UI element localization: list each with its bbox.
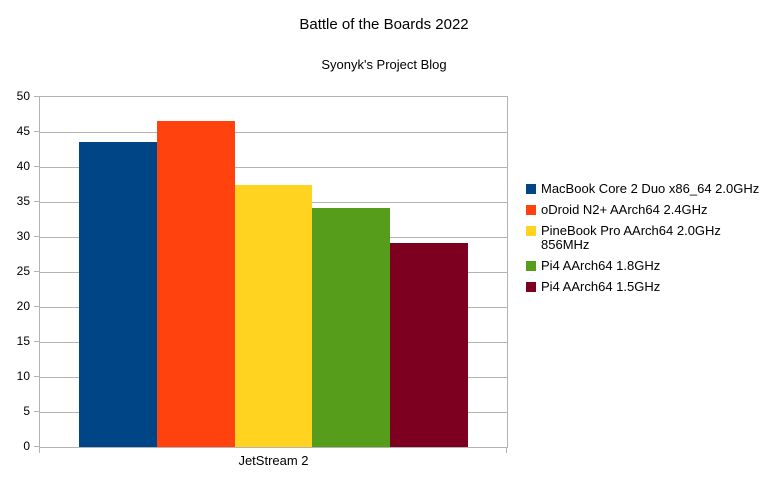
bar-4 <box>312 207 391 447</box>
legend-label: PineBook Pro AArch64 2.0GHz 856MHz <box>541 223 721 252</box>
y-tick-label: 10 <box>16 369 30 383</box>
y-tick-mark <box>34 236 39 237</box>
y-tick-label: 5 <box>23 404 30 418</box>
legend-label: oDroid N2+ AArch64 2.4GHz <box>541 202 708 217</box>
y-tick-label: 30 <box>16 229 30 243</box>
legend: MacBook Core 2 Duo x86_64 2.0GHz oDroid N… <box>526 182 759 294</box>
y-tick-mark <box>34 271 39 272</box>
y-tick-label: 45 <box>16 124 30 138</box>
x-axis-left-tick <box>39 447 40 453</box>
y-tick-mark <box>34 201 39 202</box>
plot-area <box>39 96 508 448</box>
legend-swatch <box>526 261 536 271</box>
x-axis-category-label: JetStream 2 <box>238 453 309 468</box>
y-tick-label: 40 <box>16 159 30 173</box>
bar-3 <box>234 184 313 447</box>
legend-item: Pi4 AArch64 1.5GHz <box>526 280 759 294</box>
gridline <box>40 167 507 168</box>
y-tick-label: 35 <box>16 194 30 208</box>
legend-swatch <box>526 184 536 194</box>
chart-subtitle: Syonyk's Project Blog <box>321 57 447 72</box>
bar-5 <box>390 242 469 447</box>
legend-item: PineBook Pro AArch64 2.0GHz 856MHz <box>526 224 759 252</box>
x-axis-right-tick <box>506 447 507 453</box>
y-tick-mark <box>34 131 39 132</box>
y-tick-mark <box>34 166 39 167</box>
y-tick-label: 20 <box>16 299 30 313</box>
gridline <box>40 132 507 133</box>
y-tick-mark <box>34 411 39 412</box>
legend-label: MacBook Core 2 Duo x86_64 2.0GHz <box>541 181 760 196</box>
legend-item: Pi4 AArch64 1.8GHz <box>526 259 759 273</box>
y-tick-mark <box>34 96 39 97</box>
legend-swatch <box>526 205 536 215</box>
y-tick-label: 0 <box>23 439 30 453</box>
legend-label: Pi4 AArch64 1.5GHz <box>541 279 661 294</box>
bar-1 <box>78 141 157 447</box>
legend-item: MacBook Core 2 Duo x86_64 2.0GHz <box>526 182 759 196</box>
y-tick-mark <box>34 306 39 307</box>
y-tick-mark <box>34 341 39 342</box>
y-tick-mark <box>34 376 39 377</box>
legend-item: oDroid N2+ AArch64 2.4GHz <box>526 203 759 217</box>
legend-swatch <box>526 226 536 236</box>
y-tick-label: 25 <box>16 264 30 278</box>
y-axis: 0 5 10 15 20 25 30 35 40 45 50 <box>0 89 39 453</box>
chart-title: Battle of the Boards 2022 <box>299 16 469 33</box>
y-tick-mark <box>34 446 39 447</box>
y-tick-label: 15 <box>16 334 30 348</box>
legend-swatch <box>526 282 536 292</box>
legend-label: Pi4 AArch64 1.8GHz <box>541 258 661 273</box>
y-tick-label: 50 <box>16 89 30 103</box>
bar-2 <box>156 120 235 447</box>
